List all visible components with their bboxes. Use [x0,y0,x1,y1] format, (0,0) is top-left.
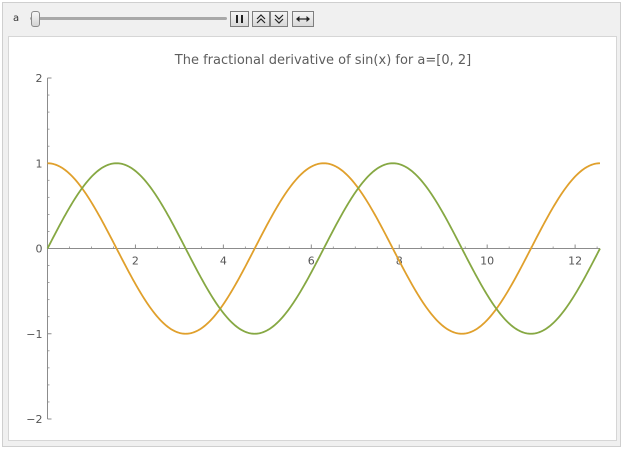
series-line-sin-x [46,162,601,335]
y-tick-label: 1 [36,157,43,170]
parameter-label: a [13,13,20,24]
faster-button[interactable] [252,11,270,27]
series-layer [46,162,601,335]
y-tick-label: 2 [36,72,43,85]
x-tick-label: 2 [132,255,139,268]
x-tick-label: 12 [568,255,582,268]
y-tick-label: −2 [26,413,42,426]
parameter-slider-track[interactable] [30,17,227,20]
pause-button[interactable] [230,11,249,27]
fractional-derivative-chart: The fractional derivative of sin(x) for … [26,53,601,426]
y-tick-label: −1 [26,328,42,341]
parameter-slider-thumb[interactable] [31,11,40,27]
x-tick-label: 10 [480,255,494,268]
controls-bar: a [3,3,622,35]
series-line-cos-x [47,162,601,335]
slower-button[interactable] [270,11,288,27]
double-arrow-horizontal-icon [296,16,310,22]
plot-panel: The fractional derivative of sin(x) for … [8,36,617,441]
pause-icon [236,15,243,23]
direction-button[interactable] [292,11,314,27]
chart-title: The fractional derivative of sin(x) for … [174,53,471,68]
double-chevron-up-icon [256,14,266,24]
x-tick-label: 4 [220,255,227,268]
double-chevron-down-icon [274,14,284,24]
x-tick-label: 6 [308,255,315,268]
y-tick-label: 0 [36,243,43,256]
